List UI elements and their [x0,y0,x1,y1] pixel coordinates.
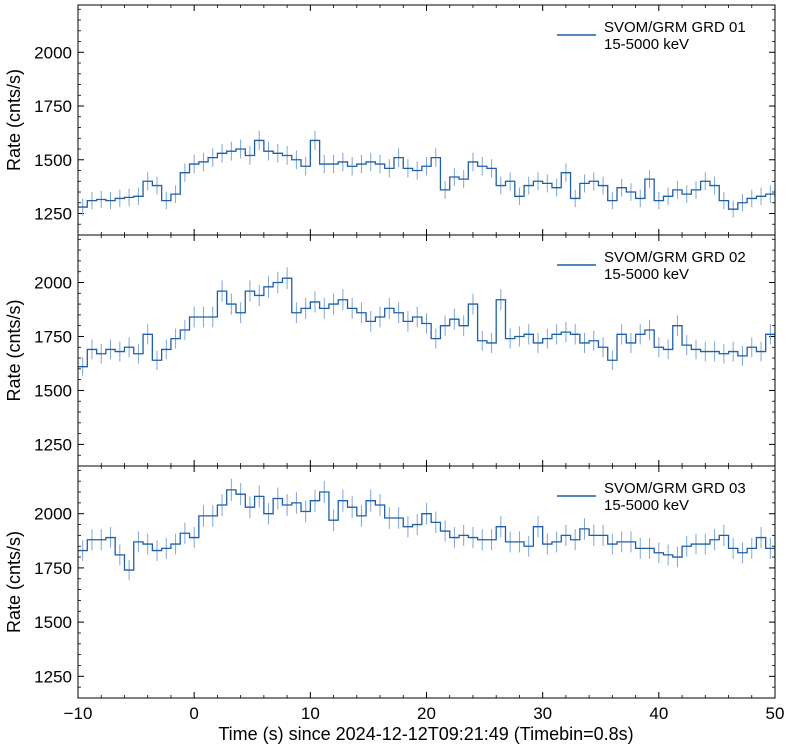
x-tick-label: 40 [649,704,668,723]
panels: 1250 1500 1750 2000 Rate (cnts/s) SVOM/GRM GR… [4,4,785,723]
x-tick-label: 10 [301,704,320,723]
y-tick-label: 1750 [34,97,72,116]
y-tick-label: 1250 [34,435,72,454]
x-tick-label: 30 [533,704,552,723]
y-tick-label: 1500 [34,151,72,170]
legend-series-name: SVOM/GRM GRD 02 [604,249,746,266]
y-tick-label: 1500 [34,381,72,400]
legend-series-name: SVOM/GRM GRD 01 [604,19,746,36]
legend-energy-band: 15-5000 keV [604,266,689,283]
step-line [78,277,775,368]
x-tick-label: 50 [766,704,785,723]
step-line [78,139,775,210]
y-tick-label: 2000 [34,273,72,292]
y-tick-label: 1750 [34,327,72,346]
x-tick-label: 0 [189,704,198,723]
panel-1: 1250 1500 1750 2000 Rate (cnts/s) SVOM/GRM GR… [4,4,776,236]
y-tick-label: 1500 [34,613,72,632]
y-tick-label: 1750 [34,559,72,578]
y-tick-label: 2000 [34,505,72,524]
y-axis-label: Rate (cnts/s) [4,531,24,633]
x-tick-label: 20 [417,704,436,723]
y-tick-label: 2000 [34,43,72,62]
plot-frame [77,465,776,699]
panel-2: 1250 1500 1750 2000 Rate (cnts/s) SVOM/GRM GR… [4,234,776,467]
legend-series-name: SVOM/GRM GRD 03 [604,480,746,497]
panel-3: 1250 1500 1750 2000 Rate (cnts/s) SVOM/GRM GR… [4,465,776,699]
series-group [78,267,775,377]
y-tick-label: 1250 [34,667,72,686]
y-axis-label: Rate (cnts/s) [4,69,24,171]
step-line [78,489,775,571]
legend-energy-band: 15-5000 keV [604,36,689,53]
legend-energy-band: 15-5000 keV [604,497,689,514]
x-tick-label: −10 [64,704,93,723]
series-group [78,130,775,218]
y-tick-label: 1250 [34,205,72,224]
y-axis-label: Rate (cnts/s) [4,299,24,401]
series-group [78,478,775,581]
x-axis-label: Time (s) since 2024-12-12T09:21:49 (Time… [218,724,633,744]
